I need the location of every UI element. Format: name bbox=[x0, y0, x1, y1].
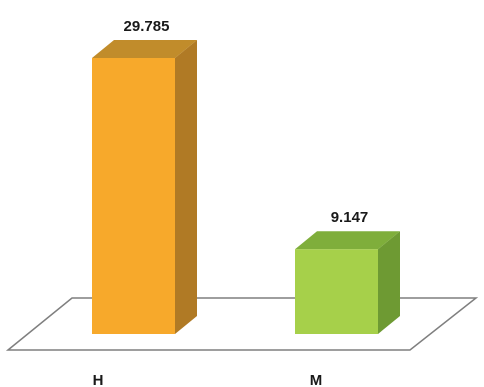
bar-front-face bbox=[92, 58, 175, 334]
bar-h bbox=[92, 40, 197, 334]
bar-top-face bbox=[295, 231, 400, 250]
chart-floor-plane bbox=[5, 297, 479, 351]
bars-layer bbox=[92, 40, 400, 334]
labels-layer: 29.785 H 9.147 M bbox=[93, 18, 369, 387]
category-label-m: M bbox=[310, 372, 323, 387]
bar-top-face bbox=[92, 40, 197, 58]
bar-front-face bbox=[295, 249, 378, 334]
data-label-h: 29.785 bbox=[124, 18, 170, 35]
category-label-h: H bbox=[93, 372, 104, 387]
data-label-m: 9.147 bbox=[331, 209, 369, 226]
bar-m bbox=[295, 231, 400, 334]
bar-side-face bbox=[175, 40, 197, 334]
bar-side-face bbox=[378, 231, 400, 334]
